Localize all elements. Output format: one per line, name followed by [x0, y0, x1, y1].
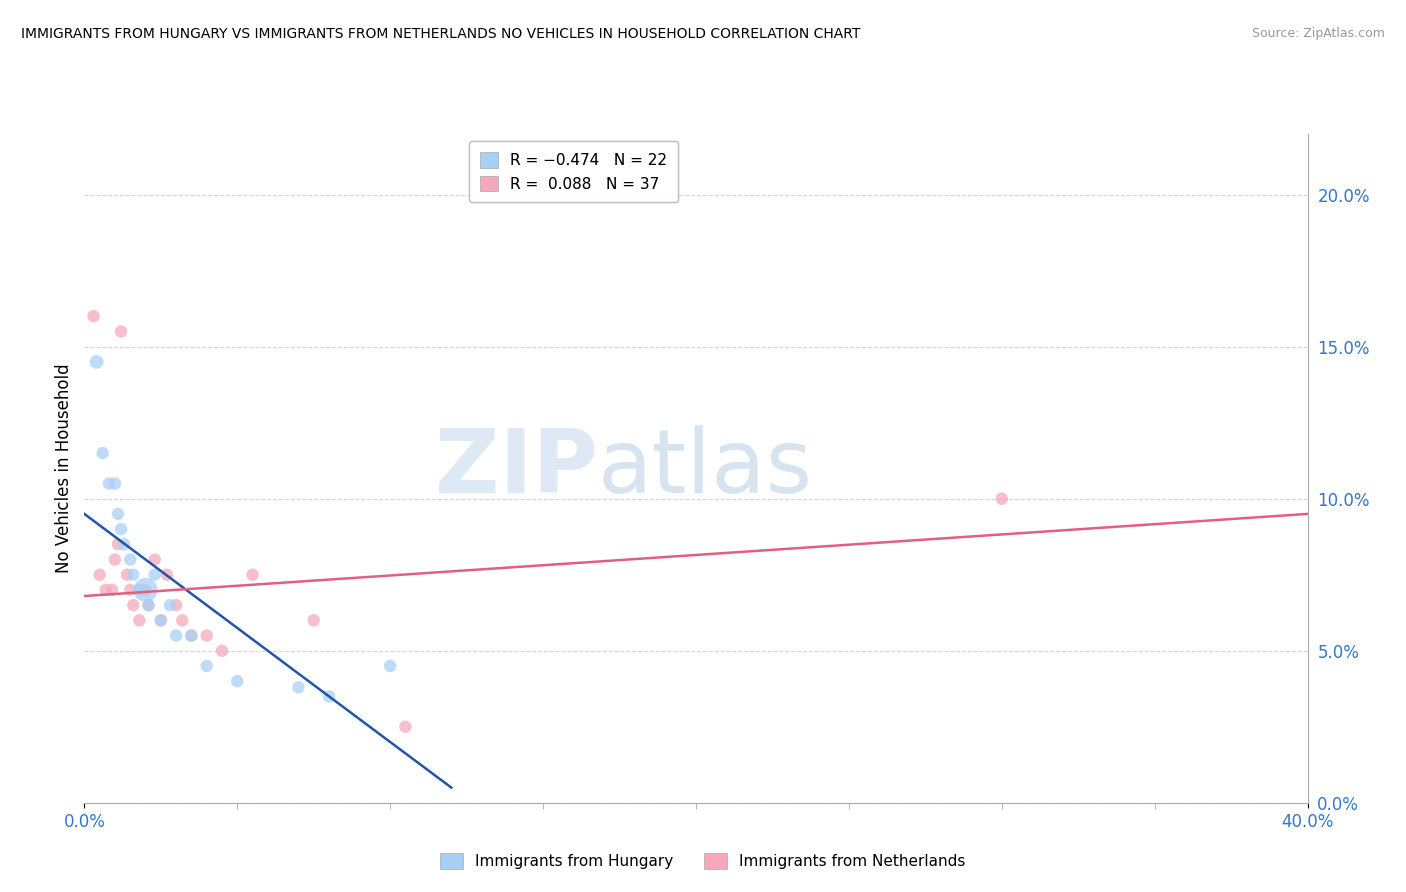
Point [107, 537, 129, 551]
Point [135, 582, 157, 597]
Point [195, 659, 218, 673]
Point [242, 567, 264, 582]
Text: atlas: atlas [598, 425, 813, 512]
Text: ZIP: ZIP [436, 425, 598, 512]
Y-axis label: No Vehicles in Household: No Vehicles in Household [55, 363, 73, 574]
Point [143, 552, 166, 566]
Point [115, 567, 138, 582]
Point [110, 522, 132, 536]
Point [180, 628, 202, 642]
Text: IMMIGRANTS FROM HUNGARY VS IMMIGRANTS FROM NETHERLANDS NO VEHICLES IN HOUSEHOLD : IMMIGRANTS FROM HUNGARY VS IMMIGRANTS FR… [21, 27, 860, 41]
Point [122, 598, 145, 612]
Point [138, 598, 160, 612]
Point [104, 476, 127, 491]
Point [112, 537, 135, 551]
Point [120, 552, 142, 566]
Legend: Immigrants from Hungary, Immigrants from Netherlands: Immigrants from Hungary, Immigrants from… [434, 847, 972, 875]
Point [172, 613, 194, 627]
Point [94, 582, 117, 597]
Point [91, 446, 114, 460]
Point [97, 476, 120, 491]
Point [159, 598, 181, 612]
Point [135, 582, 157, 597]
Point [156, 567, 179, 582]
Point [83, 310, 105, 324]
Point [226, 674, 249, 689]
Point [128, 582, 150, 597]
Point [122, 567, 145, 582]
Point [990, 491, 1012, 506]
Point [380, 659, 402, 673]
Point [318, 690, 340, 704]
Point [149, 613, 172, 627]
Point [101, 582, 124, 597]
Point [394, 720, 416, 734]
Point [107, 507, 129, 521]
Text: Source: ZipAtlas.com: Source: ZipAtlas.com [1251, 27, 1385, 40]
Point [138, 598, 160, 612]
Point [128, 613, 150, 627]
Point [211, 644, 233, 658]
Point [104, 552, 127, 566]
Point [89, 567, 111, 582]
Point [110, 325, 132, 339]
Point [165, 598, 187, 612]
Point [120, 582, 142, 597]
Point [165, 628, 187, 642]
Legend: R = −0.474   N = 22, R =  0.088   N = 37: R = −0.474 N = 22, R = 0.088 N = 37 [470, 142, 678, 202]
Point [180, 628, 202, 642]
Point [302, 613, 325, 627]
Point [287, 680, 309, 694]
Point [149, 613, 172, 627]
Point [195, 628, 218, 642]
Point [86, 355, 108, 369]
Point [143, 567, 166, 582]
